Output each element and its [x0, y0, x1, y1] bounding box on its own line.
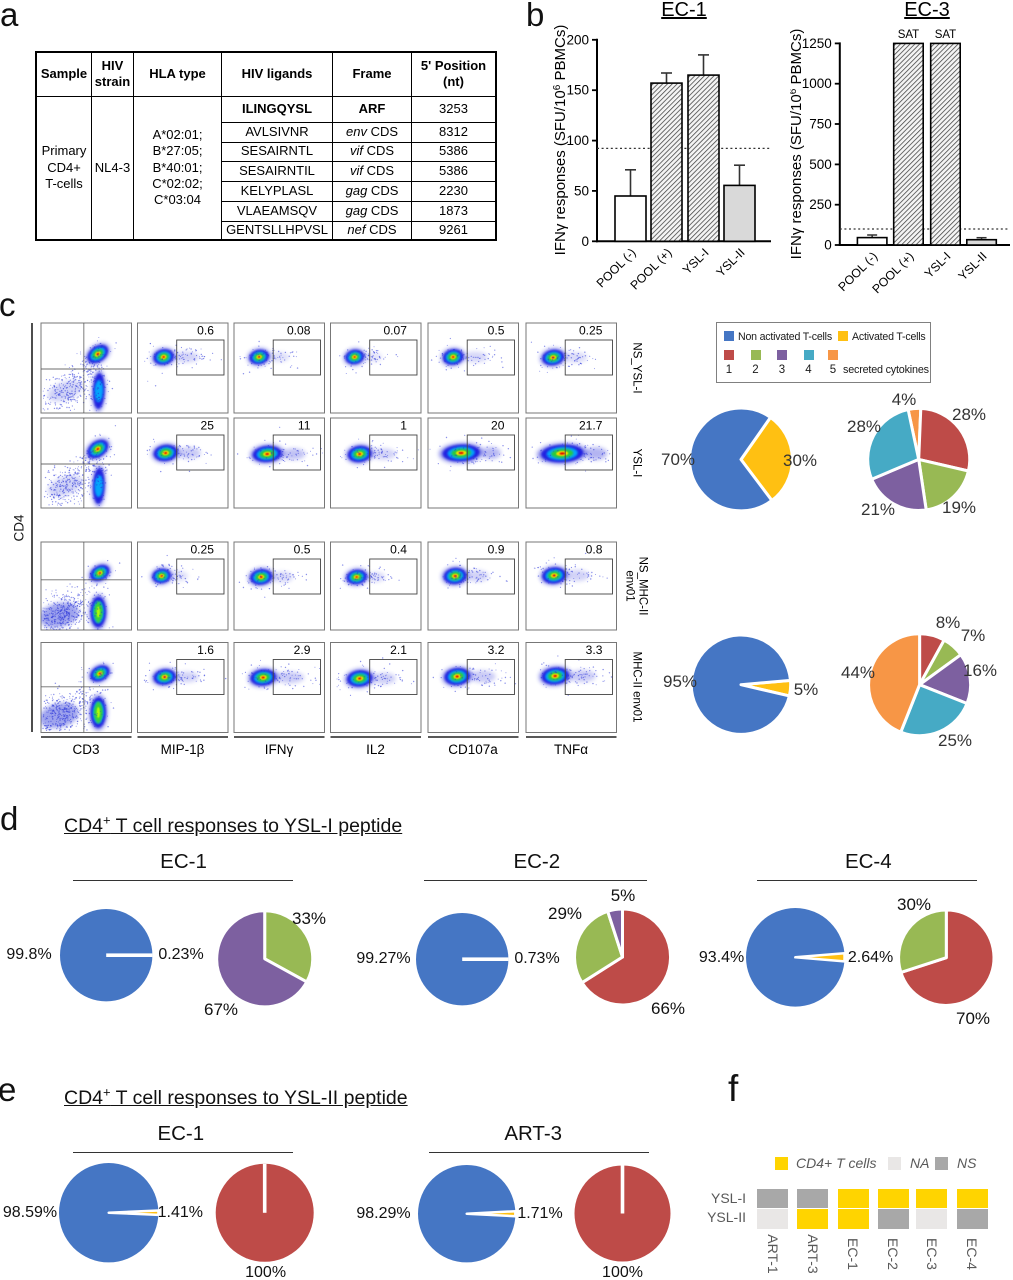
svg-text:2.1: 2.1 — [390, 643, 407, 657]
svg-text:YSL-II: YSL-II — [714, 246, 748, 280]
svg-text:MIP-1β: MIP-1β — [161, 742, 205, 757]
svg-text:TNFα: TNFα — [554, 742, 588, 757]
svg-text:IFNγ: IFNγ — [265, 742, 294, 757]
svg-text:100: 100 — [566, 133, 589, 148]
svg-text:21.7: 21.7 — [579, 419, 603, 433]
svg-text:11: 11 — [298, 419, 311, 433]
svg-text:250: 250 — [809, 197, 832, 212]
svg-text:150: 150 — [566, 83, 589, 98]
svg-text:SAT: SAT — [898, 29, 920, 41]
svg-text:CD107a: CD107a — [448, 742, 498, 757]
svg-text:25: 25 — [201, 419, 215, 433]
svg-text:0.08: 0.08 — [287, 324, 311, 338]
svg-text:200: 200 — [566, 32, 589, 47]
svg-text:0.5: 0.5 — [294, 543, 311, 557]
svg-text:0.9: 0.9 — [488, 543, 505, 557]
svg-text:0.6: 0.6 — [197, 324, 214, 338]
svg-text:0.25: 0.25 — [579, 324, 603, 338]
svg-text:1250: 1250 — [802, 36, 832, 51]
svg-text:EC-1: EC-1 — [661, 0, 707, 21]
svg-text:YSL-I: YSL-I — [922, 249, 954, 281]
svg-text:IL2: IL2 — [366, 742, 385, 757]
svg-text:3.2: 3.2 — [488, 643, 505, 657]
svg-text:0: 0 — [824, 238, 832, 253]
svg-text:EC-3: EC-3 — [904, 0, 950, 21]
svg-text:CD3: CD3 — [72, 742, 99, 757]
svg-text:2.9: 2.9 — [294, 643, 311, 657]
svg-text:0.25: 0.25 — [190, 543, 214, 557]
svg-text:0.4: 0.4 — [390, 543, 407, 557]
svg-text:YSL-II: YSL-II — [956, 249, 990, 283]
svg-text:SAT: SAT — [935, 29, 957, 41]
svg-text:500: 500 — [809, 157, 832, 172]
svg-text:1000: 1000 — [802, 76, 832, 91]
svg-text:YSL-I: YSL-I — [680, 246, 712, 278]
svg-text:1: 1 — [400, 419, 407, 433]
svg-text:IFNγ responses (SFU/106 PBMCs): IFNγ responses (SFU/106 PBMCs) — [552, 25, 570, 256]
svg-text:1.6: 1.6 — [197, 643, 214, 657]
svg-text:20: 20 — [491, 419, 505, 433]
svg-text:50: 50 — [574, 183, 589, 198]
svg-text:0.07: 0.07 — [383, 324, 407, 338]
svg-text:3.3: 3.3 — [586, 643, 603, 657]
svg-text:0: 0 — [581, 234, 589, 249]
svg-text:0.5: 0.5 — [488, 324, 505, 338]
svg-text:750: 750 — [809, 117, 832, 132]
svg-text:0.8: 0.8 — [586, 543, 603, 557]
svg-text:IFNγ responses (SFU/106 PBMCs): IFNγ responses (SFU/106 PBMCs) — [790, 29, 805, 260]
